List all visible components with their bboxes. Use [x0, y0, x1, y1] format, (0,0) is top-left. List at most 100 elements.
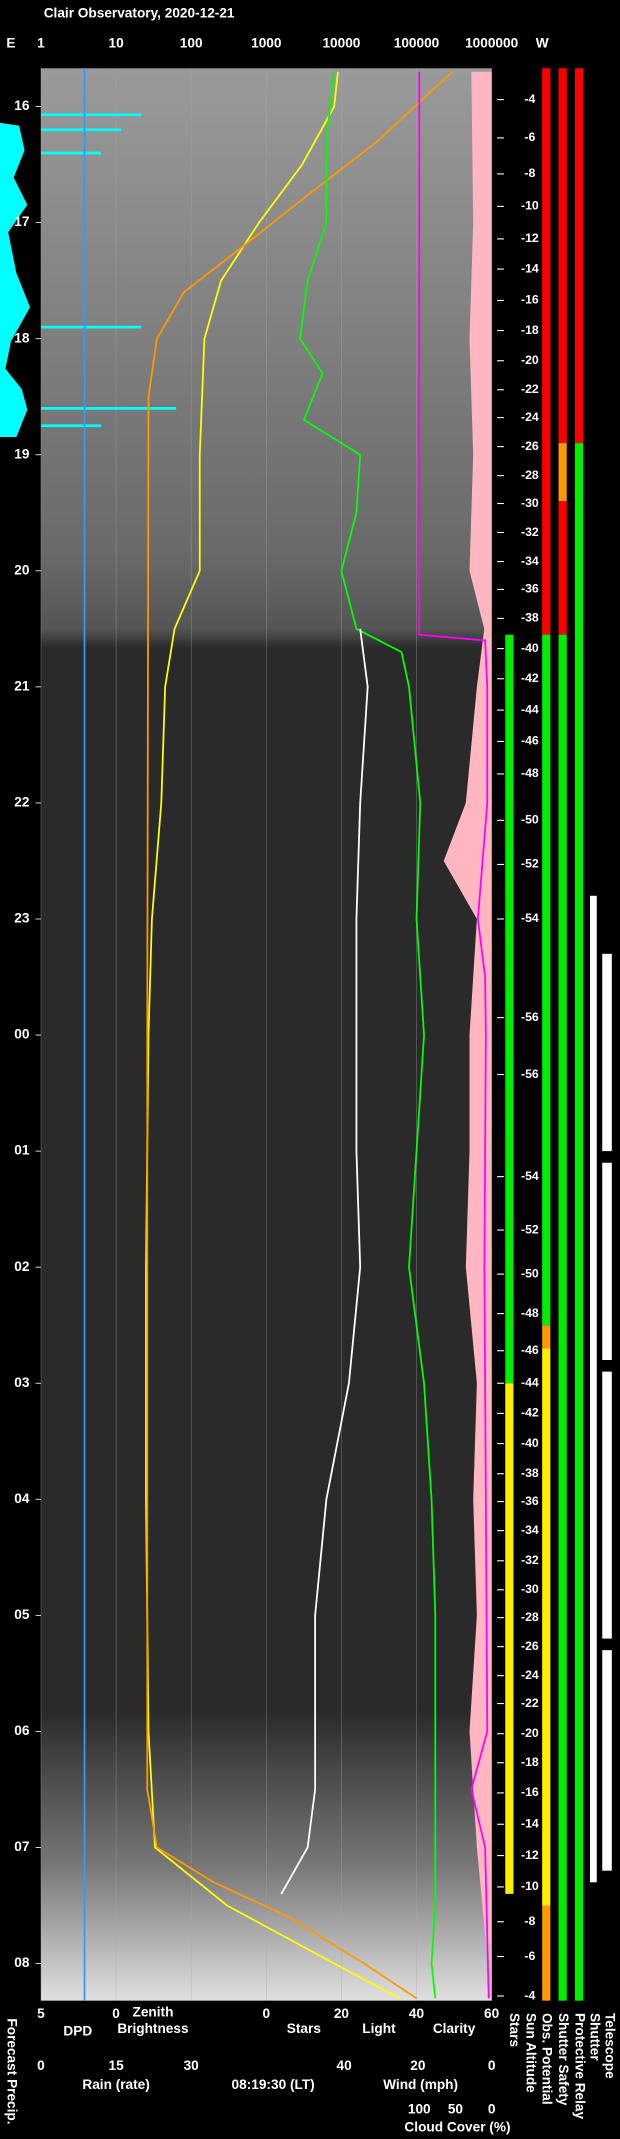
bottom-tick-label: 15 — [108, 2058, 124, 2073]
sun-altitude-label: -40 — [521, 641, 539, 655]
sun-altitude-label: -50 — [521, 813, 539, 827]
sun-altitude-label: -26 — [521, 1639, 539, 1653]
sun-altitude-label: -4 — [524, 92, 535, 106]
sun-altitude-label: -12 — [521, 1848, 539, 1862]
column-label: Obs. Potential — [540, 2013, 555, 2105]
status-segment — [558, 634, 567, 2001]
y-tick-label: 21 — [14, 678, 30, 693]
axis-label: Light — [362, 2021, 396, 2036]
axis-label: Zenith — [132, 2005, 173, 2020]
sun-altitude-label: -10 — [521, 199, 539, 213]
sun-altitude-label: -38 — [521, 611, 539, 625]
bottom-tick-label: 100 — [408, 2102, 431, 2117]
bottom-tick-label: 20 — [334, 2006, 350, 2021]
y-tick-label: 05 — [14, 1607, 30, 1622]
bottom-tick-label: 0 — [37, 2058, 45, 2073]
sun-altitude-label: -36 — [521, 582, 539, 596]
sun-altitude-label: -26 — [521, 439, 539, 453]
y-tick-label: 23 — [14, 911, 30, 926]
sun-altitude-label: -30 — [521, 496, 539, 510]
status-segment — [542, 1348, 551, 1906]
x-tick-label: 100000 — [394, 35, 440, 50]
x-tick-label: 1 — [37, 35, 45, 50]
series-line — [146, 71, 453, 2000]
sun-altitude-label: -24 — [521, 1668, 539, 1682]
sun-altitude-label: -42 — [521, 1406, 539, 1420]
status-segment — [589, 895, 597, 1883]
west-label: W — [536, 35, 549, 50]
sun-altitude-label: -56 — [521, 1067, 539, 1081]
axis-label: Stars — [287, 2021, 322, 2036]
y-tick-label: 18 — [14, 330, 30, 345]
series-area — [443, 71, 492, 1999]
status-segment — [602, 953, 612, 1152]
sun-altitude-label: -32 — [521, 1553, 539, 1567]
bottom-tick-label: 60 — [484, 2006, 500, 2021]
y-tick-label: 01 — [14, 1143, 30, 1158]
bottom-tick-label: 0 — [488, 2058, 496, 2073]
axis-label: DPD — [63, 2024, 92, 2039]
column-label: Protective Relay — [572, 2013, 587, 2120]
sun-altitude-label: -48 — [521, 766, 539, 780]
bottom-tick-label: 30 — [184, 2058, 200, 2073]
status-segment — [602, 1162, 612, 1361]
sun-altitude-label: -56 — [521, 1010, 539, 1024]
axis-label: Rain (rate) — [82, 2077, 149, 2092]
sun-altitude-label: -36 — [521, 1494, 539, 1508]
status-segment — [574, 68, 584, 444]
sun-altitude-label: -34 — [521, 554, 539, 568]
status-segment — [602, 1371, 612, 1639]
bottom-tick-label: 20 — [410, 2058, 426, 2073]
sun-altitude-label: -6 — [524, 130, 535, 144]
column-label: Sun Altitude — [523, 2013, 538, 2093]
sun-altitude-label: -50 — [521, 1266, 539, 1280]
status-segment — [602, 1650, 612, 1871]
y-tick-label: 03 — [14, 1375, 30, 1390]
sun-altitude-label: -52 — [521, 1222, 539, 1236]
sun-altitude-label: -34 — [521, 1523, 539, 1537]
sun-altitude-label: -16 — [521, 1785, 539, 1799]
sun-altitude-label: -8 — [524, 166, 535, 180]
sun-altitude-label: -40 — [521, 1436, 539, 1450]
sun-altitude-label: -6 — [524, 1949, 535, 1963]
forecast-precip — [0, 122, 31, 438]
series-line — [299, 71, 437, 1999]
column-label: Telescope — [602, 2013, 617, 2079]
sun-altitude-label: -38 — [521, 1466, 539, 1480]
sun-altitude-label: -20 — [521, 353, 539, 367]
sun-altitude-label: -52 — [521, 857, 539, 871]
sun-altitude-label: -54 — [521, 911, 539, 925]
sun-altitude-label: -54 — [521, 1169, 539, 1183]
sun-altitude-label: -44 — [521, 702, 539, 716]
column-label: Shutter — [587, 2013, 602, 2061]
axis-label: Brightness — [117, 2021, 189, 2036]
sun-altitude-label: -30 — [521, 1582, 539, 1596]
status-segment — [542, 68, 551, 635]
x-tick-label: 1000 — [251, 35, 282, 50]
x-tick-label: 10 — [108, 35, 124, 50]
sun-altitude-label: -48 — [521, 1306, 539, 1320]
sun-altitude-label: -22 — [521, 1696, 539, 1710]
sun-altitude-label: -24 — [521, 410, 539, 424]
series-line — [418, 71, 490, 1999]
bottom-tick-label: 5 — [37, 2006, 45, 2021]
forecast-precip-label: Forecast Precip. — [4, 2018, 19, 2124]
axis-label: Wind (mph) — [383, 2077, 458, 2092]
sun-altitude-label: -28 — [521, 468, 539, 482]
y-tick-label: 00 — [14, 1027, 30, 1042]
sun-altitude-label: -14 — [521, 261, 539, 275]
sun-altitude-label: -8 — [524, 1914, 535, 1928]
chart-title: Clair Observatory, 2020-12-21 — [44, 5, 235, 20]
y-tick-label: 07 — [14, 1839, 29, 1854]
time-stamp: 08:19:30 (LT) — [232, 2077, 315, 2092]
sun-altitude-label: -4 — [524, 1988, 535, 2002]
y-tick-label: 08 — [14, 1955, 30, 1970]
sun-altitude-label: -18 — [521, 323, 539, 337]
status-segment — [505, 1383, 514, 1894]
sun-altitude-label: -18 — [521, 1755, 539, 1769]
y-tick-label: 17 — [14, 214, 29, 229]
axis-label: Clarity — [433, 2021, 476, 2036]
sun-altitude-label: -28 — [521, 1610, 539, 1624]
